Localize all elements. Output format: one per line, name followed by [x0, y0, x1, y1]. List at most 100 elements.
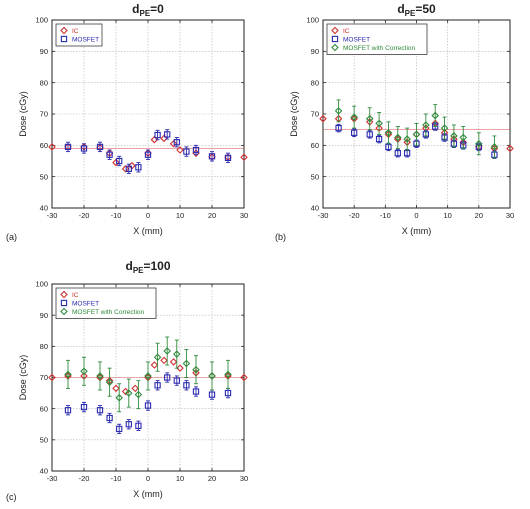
data-point [144, 372, 152, 380]
panel-label: (c) [6, 492, 17, 502]
y-tick-label: 40 [40, 467, 48, 476]
data-point [153, 353, 162, 362]
data-point [365, 114, 374, 123]
data-point [135, 164, 142, 171]
data-point [164, 374, 171, 381]
y-tick-label: 70 [311, 110, 319, 119]
data-point [80, 145, 88, 152]
y-tick-label: 80 [40, 78, 48, 87]
x-tick-label: 20 [208, 211, 216, 220]
data-point [125, 421, 132, 428]
data-point [192, 146, 200, 154]
x-tick-label: 10 [176, 474, 184, 483]
data-point [144, 151, 152, 158]
x-tick-label: -30 [318, 211, 329, 220]
panel-label: (a) [6, 232, 17, 242]
data-point [105, 378, 114, 386]
data-point [394, 150, 401, 157]
x-tick-label: 10 [443, 211, 451, 220]
legend-marker [331, 43, 339, 52]
legend-box [55, 287, 157, 319]
data-point [440, 124, 449, 132]
y-axis-label: Dose (cGy) [18, 91, 28, 137]
data-point [375, 135, 383, 143]
data-point [96, 407, 104, 414]
data-point [163, 347, 171, 355]
y-axis-label: Dose (cGy) [18, 355, 28, 401]
y-tick-label: 70 [40, 110, 48, 119]
y-tick-label: 60 [40, 141, 48, 150]
data-point [208, 372, 216, 380]
x-tick-label: -20 [349, 211, 360, 220]
data-point [403, 135, 411, 143]
x-tick-label: 20 [208, 474, 216, 483]
data-point [164, 131, 171, 138]
data-point [144, 402, 152, 409]
y-tick-label: 40 [40, 204, 48, 213]
data-point [64, 370, 72, 379]
data-point [490, 143, 499, 151]
chart-panel-3: -30 -20 -10 0 10 20 30 40 50 60 70 80 90 100 X (mm) Dos… [6, 259, 248, 502]
legend-box [55, 23, 103, 47]
legend-label: IC [343, 28, 350, 35]
chart-title: dPE=0 [132, 2, 164, 18]
y-tick-label: 80 [40, 342, 48, 351]
data-point [459, 133, 468, 142]
data-point [64, 407, 72, 414]
data-point [350, 113, 358, 121]
x-tick-label: -10 [111, 474, 122, 483]
data-point [422, 121, 430, 129]
x-tick-label: 0 [146, 211, 150, 220]
y-tick-label: 100 [306, 16, 319, 25]
x-tick-label: 20 [475, 211, 483, 220]
data-point [116, 425, 123, 433]
data-point [80, 403, 88, 411]
data-point [431, 111, 439, 120]
data-point [173, 350, 181, 358]
x-axis-label: X (mm) [133, 226, 163, 236]
y-tick-label: 50 [40, 172, 48, 181]
data-point [351, 129, 358, 136]
data-point [412, 130, 421, 139]
data-point [240, 373, 248, 382]
x-tick-label: 30 [240, 474, 248, 483]
x-tick-label: -30 [47, 211, 58, 220]
data-point [106, 151, 113, 158]
data-point [116, 157, 123, 165]
y-tick-label: 90 [40, 47, 48, 56]
data-point [208, 153, 216, 160]
data-point [224, 154, 232, 162]
data-point [319, 114, 327, 123]
y-tick-label: 60 [311, 141, 319, 150]
y-tick-label: 50 [311, 172, 319, 181]
x-tick-label: -30 [47, 474, 58, 483]
chart-title: dPE=50 [397, 2, 436, 18]
data-point [182, 359, 191, 368]
x-axis-label: X (mm) [133, 489, 163, 499]
data-point [131, 384, 139, 393]
data-point [224, 370, 232, 379]
data-point [375, 119, 383, 128]
x-tick-label: -20 [79, 474, 90, 483]
chart-title: dPE=100 [125, 259, 170, 275]
data-point [48, 373, 56, 382]
data-point [335, 124, 342, 132]
data-point [154, 131, 161, 139]
data-point [173, 377, 180, 384]
legend-marker [331, 26, 339, 35]
legend-marker [331, 35, 339, 43]
data-point [48, 143, 56, 151]
x-tick-label: -20 [79, 211, 90, 220]
x-tick-label: -10 [380, 211, 391, 220]
data-point [506, 144, 514, 153]
x-tick-label: 0 [146, 474, 150, 483]
data-point [112, 158, 120, 167]
legend-label: MOSFET [343, 36, 370, 43]
x-tick-label: -10 [111, 211, 122, 220]
series-mosfet [64, 129, 232, 174]
data-point [366, 131, 373, 138]
data-point [475, 139, 483, 148]
